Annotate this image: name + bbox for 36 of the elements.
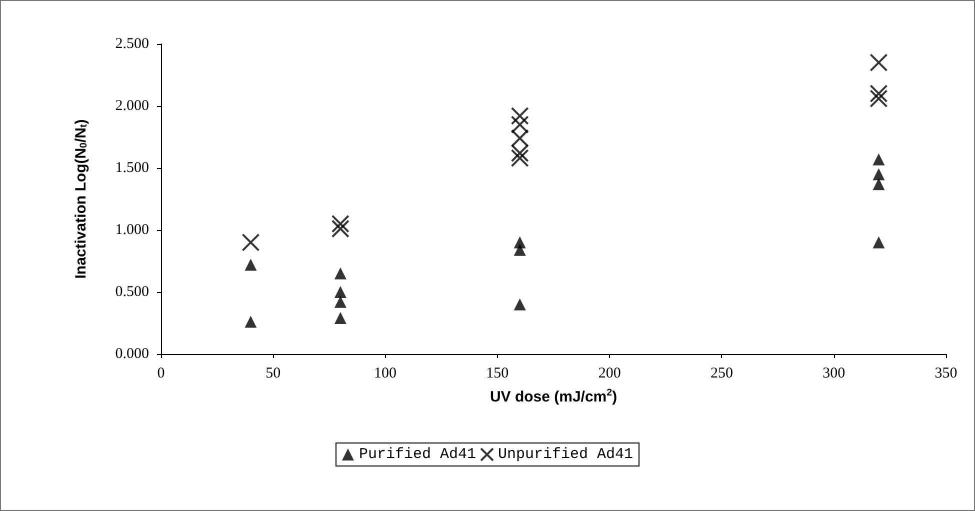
point — [872, 168, 885, 180]
x-tick-label: 100 — [374, 366, 397, 382]
point — [872, 178, 885, 190]
y-tick-label: 0.500 — [115, 284, 149, 300]
x-tick-label: 50 — [266, 366, 281, 382]
point — [331, 220, 350, 238]
y-tick-label: 0.000 — [115, 346, 149, 362]
point — [334, 312, 346, 324]
point — [334, 267, 346, 280]
y-tick-label: 2.500 — [115, 36, 149, 52]
x-tick-label: 200 — [598, 366, 621, 382]
x-tick-label: 150 — [486, 366, 509, 382]
point — [334, 286, 346, 298]
x-tick-label: 300 — [822, 366, 846, 382]
point — [514, 244, 526, 256]
point — [244, 258, 257, 271]
x-tick-label: 250 — [710, 366, 733, 382]
point — [872, 153, 885, 166]
y-tick-label: 1.500 — [115, 160, 149, 176]
y-tick-label: 1.000 — [115, 222, 149, 238]
x-tick-label: 350 — [934, 366, 958, 382]
point — [870, 90, 888, 108]
point — [870, 84, 888, 103]
point — [510, 106, 529, 125]
y-tick-label: 2.000 — [115, 98, 149, 114]
point — [242, 233, 260, 252]
legend-label: Purified Ad41 — [358, 446, 476, 463]
legend-label: Unpurified Ad41 — [498, 446, 634, 463]
x-tick-label: 0 — [157, 366, 165, 382]
point — [870, 54, 888, 72]
point — [514, 298, 526, 310]
point — [872, 236, 885, 248]
point — [331, 214, 350, 233]
point — [244, 316, 257, 328]
point — [334, 296, 346, 308]
y-axis-title: Inactivation Log(N0/Nt) — [72, 119, 90, 279]
